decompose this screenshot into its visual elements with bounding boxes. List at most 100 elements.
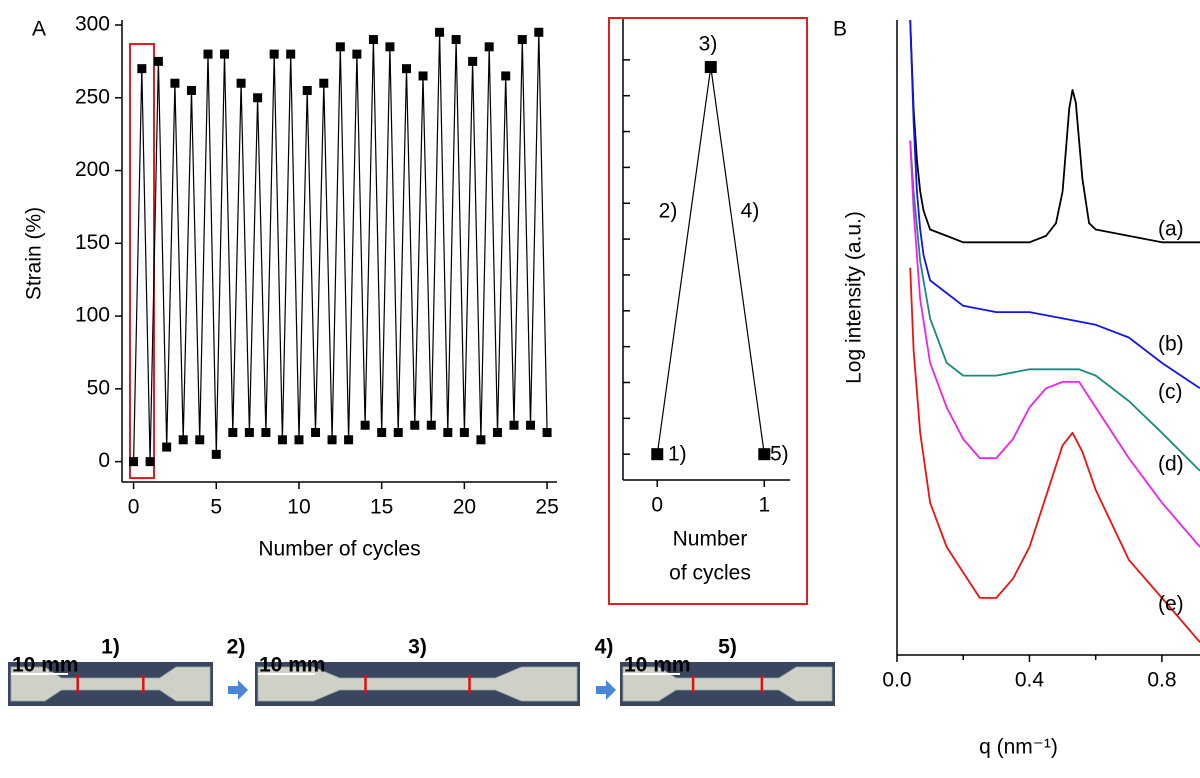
data-point (153, 56, 163, 66)
data-point (501, 71, 511, 81)
scale-label: 10 mm (259, 654, 326, 677)
x-tick-label: 0.4 (1015, 669, 1045, 692)
data-point (195, 435, 205, 445)
y-axis-label: Log intensity (a.u.) (843, 211, 866, 384)
data-point (468, 56, 478, 66)
x-axis-label: q (nm⁻¹) (979, 736, 1058, 759)
y-tick-label: 250 (75, 85, 110, 108)
data-line (656, 66, 765, 455)
data-point (335, 42, 345, 52)
specimen (622, 666, 833, 702)
x-tick-label: 25 (535, 496, 558, 519)
x-tick-label: 20 (453, 496, 476, 519)
data-point (137, 64, 147, 74)
annotation: 4) (741, 200, 760, 223)
data-line (909, 267, 1200, 643)
data-point (178, 435, 188, 445)
data-point (476, 435, 486, 445)
data-line (133, 31, 548, 463)
data-point (244, 428, 254, 438)
step-arrow (596, 680, 616, 700)
data-point (286, 49, 296, 59)
data-line (909, 19, 1200, 244)
photo-label: 3) (408, 636, 427, 659)
x-tick-label: 0.8 (1147, 669, 1176, 692)
data-point (294, 435, 304, 445)
data-point (377, 428, 387, 438)
data-point (435, 27, 445, 37)
y-tick-label: 0 (98, 449, 110, 472)
scale-label: 10 mm (12, 654, 79, 677)
data-point (302, 85, 312, 95)
legend-entry: (b) (1158, 333, 1184, 356)
x-tick-label: 0.0 (882, 669, 911, 692)
y-tick-label: 100 (75, 304, 110, 327)
data-point (311, 428, 321, 438)
data-point (758, 448, 771, 461)
data-point (401, 64, 411, 74)
x-axis-label: of cycles (669, 562, 751, 585)
x-axis-label: Number of cycles (258, 538, 420, 561)
data-point (509, 420, 519, 430)
x-tick-label: 0 (128, 496, 140, 519)
data-line (909, 140, 1200, 472)
annotation: 5) (770, 443, 789, 466)
data-point (186, 85, 196, 95)
data-line (909, 19, 1200, 390)
legend-entry: (a) (1158, 218, 1184, 241)
data-point (704, 61, 717, 74)
specimen (257, 666, 578, 702)
data-point (534, 27, 544, 37)
x-tick-label: 0 (651, 494, 663, 517)
x-tick-label: 1 (758, 494, 770, 517)
x-axis-label: Number (673, 528, 748, 551)
data-point (170, 78, 180, 88)
panel-label: A (32, 18, 46, 41)
data-point (459, 428, 469, 438)
data-point (162, 442, 172, 452)
data-point (393, 428, 403, 438)
data-point (129, 457, 139, 467)
data-point (352, 49, 362, 59)
y-tick-label: 300 (75, 13, 110, 36)
data-point (220, 49, 230, 59)
specimen (10, 666, 211, 702)
legend-entry: (c) (1158, 381, 1183, 404)
data-point (360, 420, 370, 430)
data-point (327, 435, 337, 445)
data-point (228, 428, 238, 438)
data-point (203, 49, 213, 59)
data-point (344, 435, 354, 445)
inset-frame (608, 17, 808, 605)
step-arrow (228, 680, 248, 700)
y-tick-label: 50 (87, 376, 110, 399)
data-point (211, 449, 221, 459)
photo-label: 1) (101, 636, 120, 659)
data-point (236, 78, 246, 88)
photo-label: 5) (718, 636, 737, 659)
data-point (418, 71, 428, 81)
data-line (909, 140, 1200, 548)
legend-entry: (d) (1158, 453, 1184, 476)
data-point (451, 35, 461, 45)
legend-entry: (e) (1158, 593, 1184, 616)
data-point (492, 428, 502, 438)
y-tick-label: 150 (75, 231, 110, 254)
annotation: 3) (699, 33, 718, 56)
data-point (651, 448, 664, 461)
data-point (261, 428, 271, 438)
data-point (253, 93, 263, 103)
x-tick-label: 10 (287, 496, 310, 519)
data-point (277, 435, 287, 445)
data-point (542, 428, 552, 438)
data-point (368, 35, 378, 45)
data-point (517, 35, 527, 45)
annotation: 1) (668, 443, 687, 466)
data-point (319, 78, 329, 88)
x-tick-label: 5 (210, 496, 222, 519)
data-point (526, 420, 536, 430)
step-label: 4) (595, 636, 614, 659)
y-axis-label: Strain (%) (23, 207, 46, 300)
data-point (426, 420, 436, 430)
